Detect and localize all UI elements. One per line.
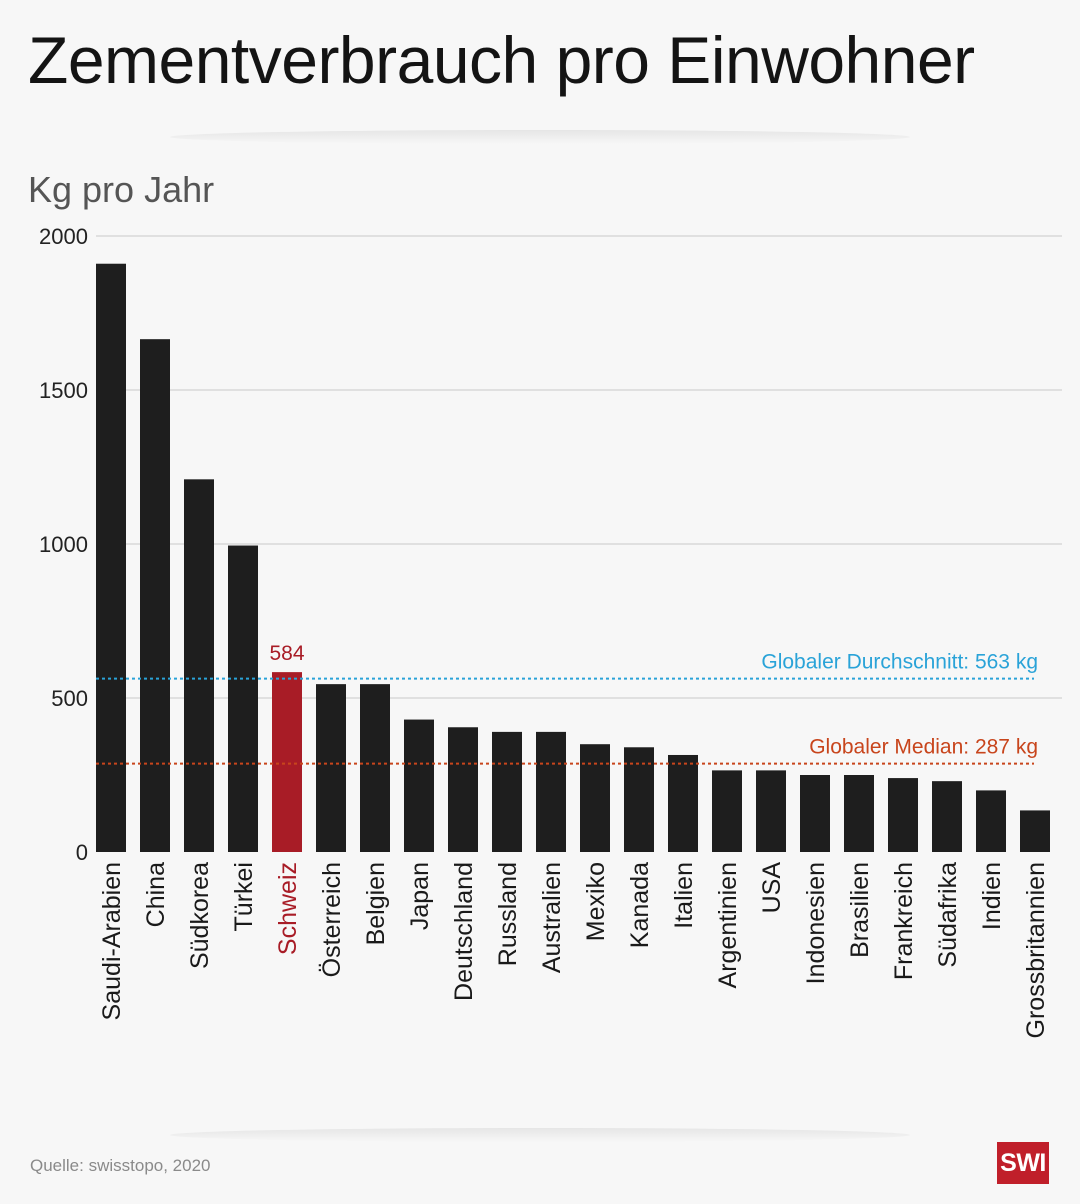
bar [624,747,654,852]
reference-line-label: Globaler Durchschnitt: 563 kg [761,651,1038,674]
chart-title: Zementverbrauch pro Einwohner [28,23,975,97]
bar [360,684,390,852]
bar [712,770,742,852]
bar [800,775,830,852]
bar [888,778,918,852]
bar [96,263,126,853]
source-note: Quelle: swisstopo, 2020 [30,1156,211,1175]
y-tick-label: 500 [51,686,88,711]
reference-line-label: Globaler Median: 287 kg [809,736,1038,759]
x-tick-label: China [142,862,170,927]
title-divider [170,130,910,144]
bar [756,770,786,852]
bar [316,684,346,852]
bar [976,790,1006,852]
x-tick-label: Türkei [230,862,258,931]
y-tick-label: 1000 [39,532,88,557]
x-tick-label: Südafrika [934,862,962,968]
x-tick-label: Deutschland [450,862,478,1001]
x-tick-label: Saudi-Arabien [98,862,126,1020]
bar [580,744,610,852]
x-tick-label: Österreich [318,862,346,977]
x-tick-label: Grossbritannien [1022,862,1050,1038]
bar [184,479,214,852]
footer-divider [170,1128,910,1142]
x-tick-label: Australien [538,862,566,973]
x-tick-label: Indien [978,862,1006,930]
x-tick-label: Belgien [362,862,390,945]
bar [536,731,566,852]
x-tick-label: Frankreich [890,862,918,980]
bar [932,781,962,852]
x-tick-label: Italien [670,862,698,929]
bar [272,672,302,852]
x-tick-label: Brasilien [846,862,874,958]
y-tick-label: 2000 [39,224,88,249]
x-tick-label: Russland [494,862,522,966]
y-tick-label: 0 [76,840,88,865]
x-tick-label: Japan [406,862,434,930]
bar [492,731,522,852]
y-axis-title: Kg pro Jahr [28,169,214,210]
x-tick-label: Mexiko [582,862,610,941]
bar [404,719,434,852]
x-tick-label: Kanada [626,862,654,948]
x-tick-label: Südkorea [186,862,214,969]
bar [668,754,698,852]
bar [228,545,258,852]
bar [140,339,170,852]
bar [844,775,874,852]
bar [1020,810,1050,852]
data-label: 584 [269,642,304,665]
x-tick-label: Argentinien [714,862,742,988]
bar-chart: Kg pro Jahr 0 500 1000 1500 2000 Saudi-Arabien… [28,169,1062,1038]
bar [448,727,478,852]
y-tick-label: 1500 [39,378,88,403]
x-tick-label: Schweiz [274,862,302,955]
x-tick-label: USA [758,862,786,914]
swi-logo: SWI [997,1142,1049,1184]
x-tick-label: Indonesien [802,862,830,984]
